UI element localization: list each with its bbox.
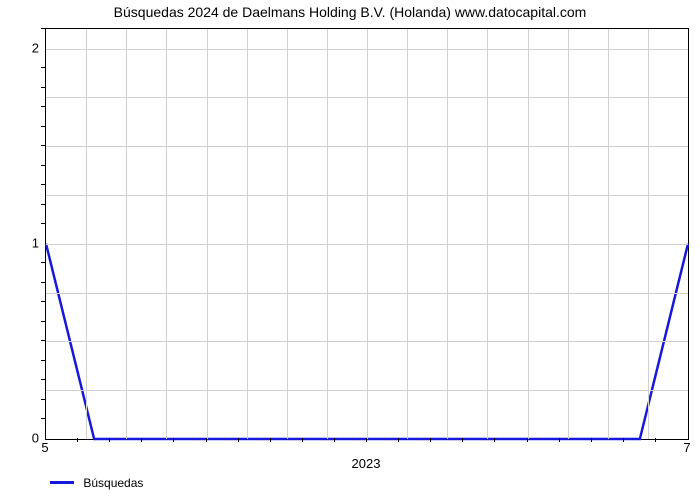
x-minor-tick	[270, 438, 271, 442]
y-minor-tick	[41, 87, 45, 88]
y-minor-tick	[41, 204, 45, 205]
x-minor-tick	[366, 438, 367, 442]
gridline-vertical	[568, 29, 569, 439]
x-minor-tick	[238, 438, 239, 442]
gridline-horizontal	[46, 390, 688, 391]
x-minor-tick	[494, 438, 495, 442]
x-minor-tick	[655, 438, 656, 442]
gridline-horizontal	[46, 341, 688, 342]
gridline-vertical	[407, 29, 408, 439]
x-minor-tick	[141, 438, 142, 442]
gridline-horizontal	[46, 293, 688, 294]
x-axis-title: 2023	[352, 456, 381, 471]
x-minor-tick	[462, 438, 463, 442]
gridline-horizontal	[46, 146, 688, 147]
y-minor-tick	[41, 165, 45, 166]
y-minor-tick	[41, 418, 45, 419]
y-minor-tick	[41, 262, 45, 263]
x-minor-tick	[398, 438, 399, 442]
y-minor-tick	[41, 145, 45, 146]
y-minor-tick	[41, 321, 45, 322]
x-minor-tick	[109, 438, 110, 442]
gridline-vertical	[487, 29, 488, 439]
chart-title: Búsquedas 2024 de Daelmans Holding B.V. …	[0, 4, 700, 20]
gridline-horizontal	[46, 49, 688, 50]
y-minor-tick	[41, 282, 45, 283]
x-minor-tick	[527, 438, 528, 442]
gridline-vertical	[126, 29, 127, 439]
y-tick-label: 1	[19, 235, 39, 250]
y-minor-tick	[41, 340, 45, 341]
y-tick-label: 2	[19, 40, 39, 55]
gridline-vertical	[327, 29, 328, 439]
x-minor-tick	[302, 438, 303, 442]
legend-swatch	[50, 481, 74, 484]
y-minor-tick	[41, 184, 45, 185]
y-minor-tick	[41, 360, 45, 361]
x-minor-tick	[591, 438, 592, 442]
x-minor-tick	[430, 438, 431, 442]
y-minor-tick	[41, 399, 45, 400]
gridline-horizontal	[46, 195, 688, 196]
gridline-vertical	[447, 29, 448, 439]
gridline-vertical	[287, 29, 288, 439]
legend-label: Búsquedas	[83, 476, 143, 490]
y-minor-tick	[41, 28, 45, 29]
gridline-vertical	[166, 29, 167, 439]
chart-container: Búsquedas 2024 de Daelmans Holding B.V. …	[0, 0, 700, 500]
gridline-vertical	[247, 29, 248, 439]
x-tick-label: 5	[41, 440, 48, 455]
gridline-vertical	[207, 29, 208, 439]
y-minor-tick	[41, 301, 45, 302]
y-tick-label: 0	[19, 431, 39, 446]
y-minor-tick	[41, 67, 45, 68]
y-minor-tick	[41, 379, 45, 380]
x-minor-tick	[559, 438, 560, 442]
x-minor-tick	[206, 438, 207, 442]
x-minor-tick	[77, 438, 78, 442]
gridline-horizontal	[46, 97, 688, 98]
x-minor-tick	[173, 438, 174, 442]
gridline-vertical	[86, 29, 87, 439]
gridline-vertical	[608, 29, 609, 439]
legend: Búsquedas	[50, 475, 143, 490]
gridline-vertical	[528, 29, 529, 439]
gridline-vertical	[648, 29, 649, 439]
gridline-horizontal	[46, 244, 688, 245]
plot-area	[45, 28, 689, 440]
y-minor-tick	[41, 223, 45, 224]
x-minor-tick	[623, 438, 624, 442]
y-minor-tick	[41, 126, 45, 127]
x-minor-tick	[334, 438, 335, 442]
x-tick-label: 7	[683, 440, 690, 455]
gridline-vertical	[367, 29, 368, 439]
y-minor-tick	[41, 106, 45, 107]
